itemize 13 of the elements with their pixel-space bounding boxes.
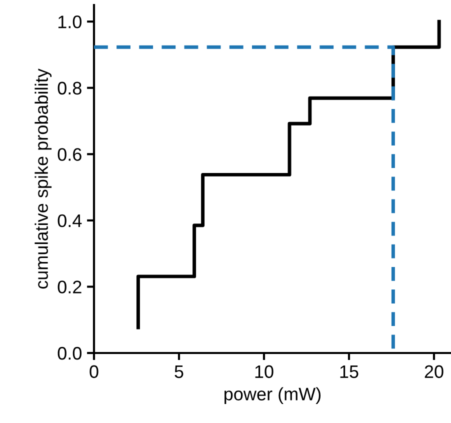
y-tick-label: 0.4: [58, 214, 82, 228]
x-tick-label: 0: [90, 365, 98, 378]
y-tick-label: 0.8: [58, 82, 82, 95]
y-tick-label: 1.0: [58, 16, 82, 28]
y-tick-label: 0.0: [58, 346, 82, 360]
x-tick-label: 15: [340, 365, 358, 378]
x-tick-label: 5: [174, 365, 184, 378]
x-axis-title: power (mW): [224, 387, 321, 404]
y-tick-label: 0.6: [58, 148, 82, 161]
y-tick-label: 0.2: [58, 280, 82, 294]
x-tick-label: 10: [255, 365, 274, 378]
x-tick-label: 20: [424, 365, 444, 378]
y-axis-title: cumulative spike probability: [34, 68, 52, 289]
